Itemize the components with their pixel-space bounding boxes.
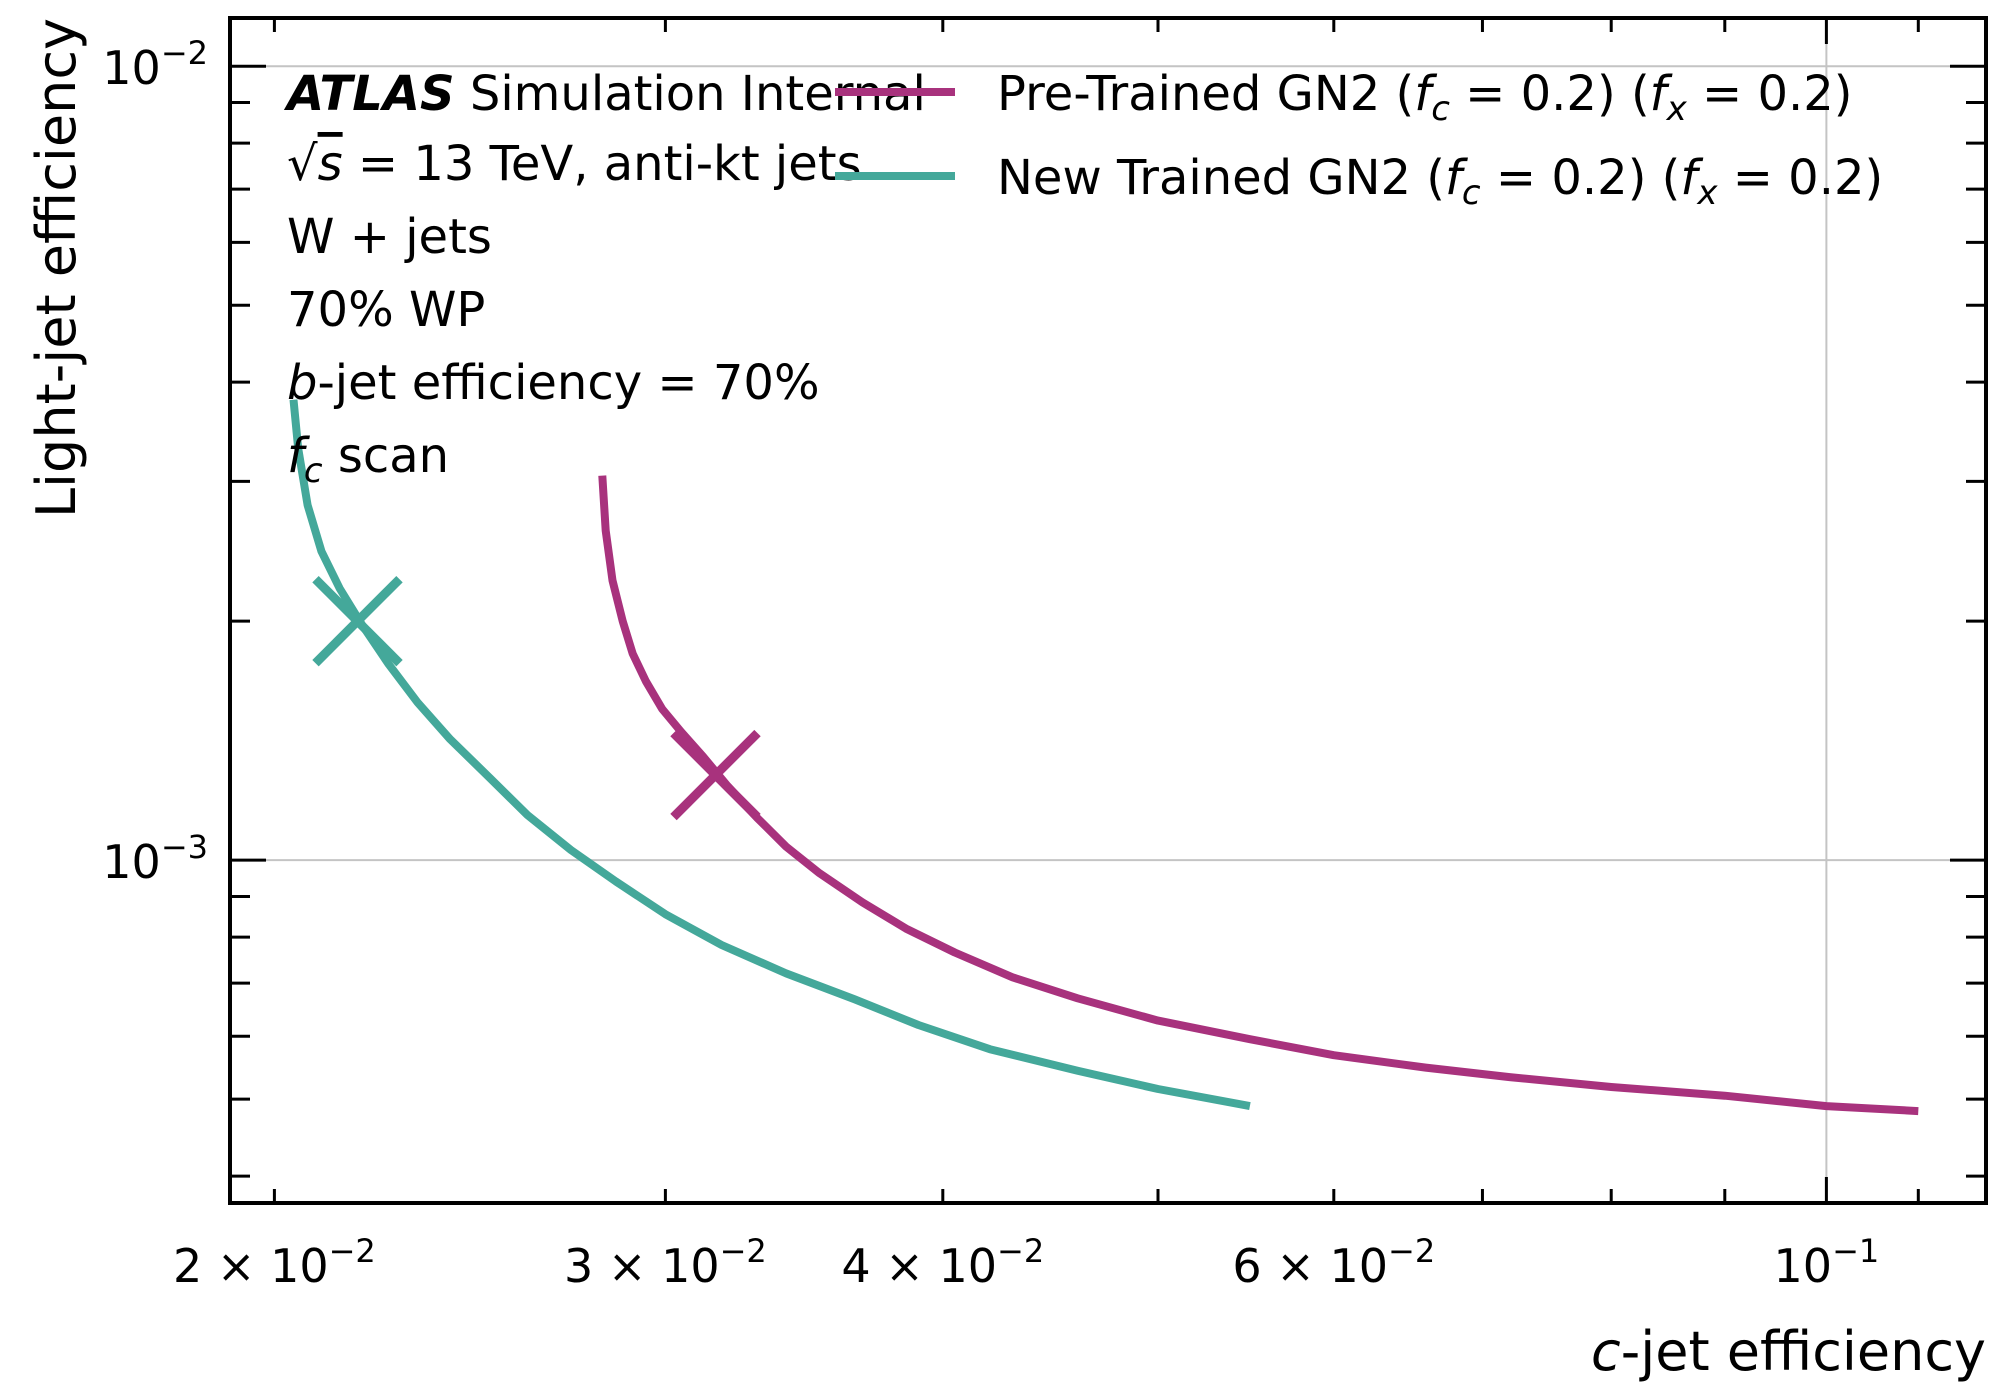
x-tick-label-2: 4 × 10−2 [841, 1232, 1044, 1293]
annotation-block: ATLAS Simulation Internal √s = 13 TeV, a… [283, 66, 926, 491]
sample-label: W + jets [287, 209, 492, 265]
x-axis-label: c-jet efficiency [1591, 1320, 1986, 1383]
wp-marker-1 [312, 575, 403, 667]
wp-label: 70% WP [287, 282, 485, 338]
scan-sub: c [304, 451, 323, 491]
legend-0-sub1: c [1431, 89, 1450, 129]
x-tick-label-3: 6 × 10−2 [1232, 1232, 1435, 1293]
atlas-label: ATLAS Simulation Internal [283, 66, 926, 122]
energy-rest: = 13 TeV, anti-kt jets [343, 136, 862, 192]
y-tick-label-0: 10−2 [102, 34, 208, 95]
legend-0-sub2: x [1666, 89, 1688, 129]
x-axis-label-italic: c [1591, 1320, 1621, 1383]
series-line-0 [598, 475, 1919, 1116]
working-point-markers [312, 575, 761, 821]
x-axis-label-rest: -jet efficiency [1621, 1320, 1986, 1383]
series-line-1 [289, 399, 1251, 1111]
tick-labels: 2 × 10−2 3 × 10−2 4 × 10−2 6 × 10−2 10−1 10−2… [102, 34, 1879, 1293]
curves [289, 399, 1919, 1116]
legend: Pre-Trained GN2 (fc = 0.2) (fx = 0.2) Ne… [835, 66, 1883, 213]
legend-0-prefix: Pre-Trained GN2 ( [997, 66, 1414, 122]
scan-rest: scan [323, 428, 450, 484]
legend-0-eq2: = 0.2) [1687, 66, 1853, 122]
grid [230, 18, 1986, 1203]
x-tick-label-1: 3 × 10−2 [564, 1232, 767, 1293]
sqrt-symbol: √ [287, 136, 318, 192]
x-tick-label-4: 10−1 [1774, 1232, 1880, 1293]
y-axis-label: Light-jet efficiency [25, 18, 88, 518]
legend-label-new-trained: New Trained GN2 (fc = 0.2) (fx = 0.2) [997, 150, 1883, 213]
plot-frame [228, 16, 1988, 1205]
legend-1-prefix: New Trained GN2 ( [997, 150, 1445, 206]
beff-b: b [287, 355, 317, 411]
legend-1-eq1: = 0.2) ( [1481, 150, 1681, 206]
beff-rest: -jet efficiency = 70% [317, 355, 819, 411]
x-tick-label-0: 2 × 10−2 [173, 1232, 376, 1293]
beff-label: b-jet efficiency = 70% [287, 355, 820, 411]
axis-ticks [230, 18, 1986, 1203]
legend-label-pre-trained: Pre-Trained GN2 (fc = 0.2) (fx = 0.2) [997, 66, 1853, 129]
energy-label: √s = 13 TeV, anti-kt jets [287, 136, 862, 192]
energy-s: s [318, 136, 343, 192]
atlas-label-bold: ATLAS [283, 66, 455, 122]
y-tick-label-1: 10−3 [102, 828, 208, 889]
wp-marker-0 [670, 729, 761, 821]
legend-1-sub1: c [1462, 173, 1481, 213]
legend-1-sub2: x [1696, 173, 1718, 213]
legend-1-eq2: = 0.2) [1717, 150, 1883, 206]
legend-0-eq1: = 0.2) ( [1450, 66, 1650, 122]
